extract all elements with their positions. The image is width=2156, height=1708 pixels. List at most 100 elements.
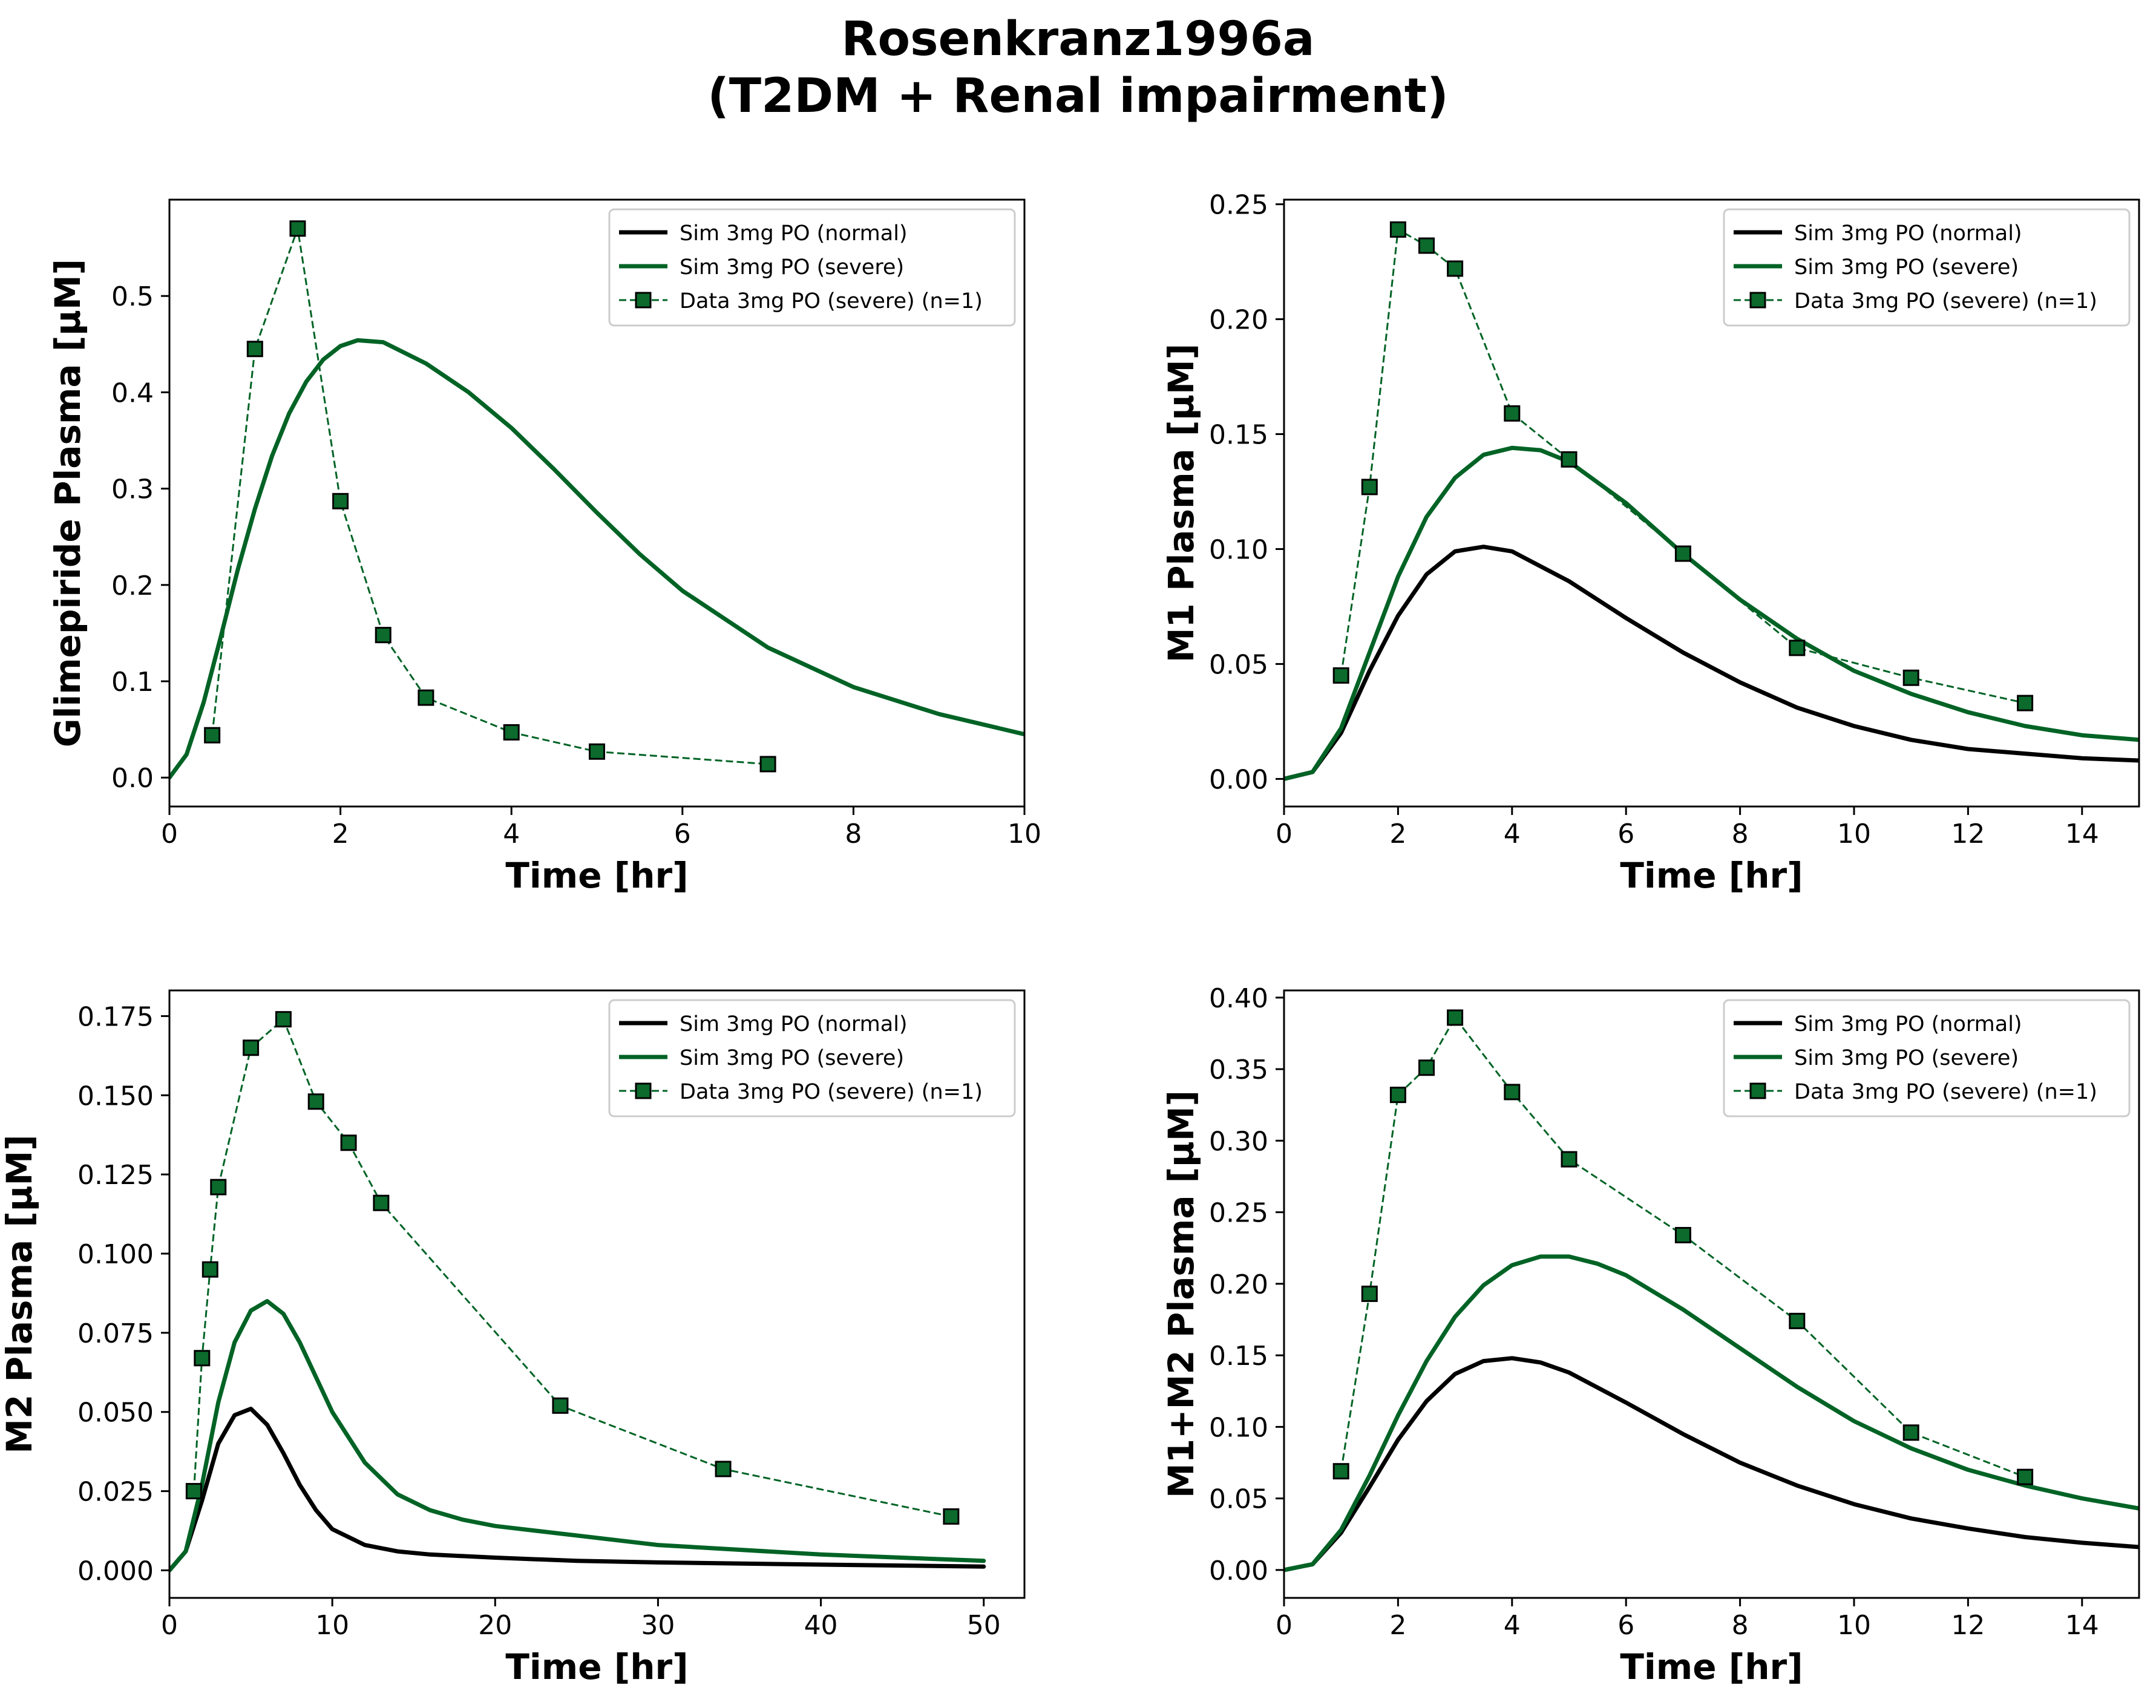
legend: Sim 3mg PO (normal) Sim 3mg PO (severe) Da… <box>1723 999 2131 1117</box>
x-tick-label: 20 <box>478 1610 512 1641</box>
y-axis-label: M1+M2 Plasma [µM] <box>1161 1090 1202 1498</box>
data-point <box>1902 669 1919 686</box>
y-tick-label: 0.075 <box>77 1318 154 1349</box>
y-tick-label: 0.050 <box>77 1398 154 1428</box>
y-tick-label: 0.10 <box>1209 534 1268 565</box>
x-axis-label: Time [hr] <box>1620 855 1803 896</box>
data-severe-line <box>192 1018 952 1517</box>
data-point <box>1789 1312 1806 1329</box>
figure-title-line2: (T2DM + Renal impairment) <box>707 69 1449 123</box>
data-point <box>210 1179 227 1196</box>
y-tick-label: 0.35 <box>1209 1055 1268 1085</box>
data-point <box>1674 1226 1691 1243</box>
x-tick-label: 40 <box>804 1610 838 1641</box>
legend-box <box>608 208 1016 327</box>
legend: Sim 3mg PO (normal) Sim 3mg PO (severe) Da… <box>1723 208 2131 327</box>
y-tick-label: 0.1 <box>111 667 154 698</box>
y-tick-label: 0.150 <box>77 1081 154 1111</box>
x-tick-label: 14 <box>2065 1610 2099 1641</box>
plot-area <box>1284 1009 2139 1572</box>
x-axis-label: Time [hr] <box>505 1646 688 1687</box>
x-tick-label: 0 <box>161 1610 178 1641</box>
y-tick-label: 0.0 <box>111 763 154 794</box>
legend: Sim 3mg PO (normal) Sim 3mg PO (severe) Da… <box>608 208 1016 327</box>
y-tick-label: 0.00 <box>1209 1556 1268 1586</box>
data-point <box>246 341 263 358</box>
y-tick-label: 0.15 <box>1209 1341 1268 1372</box>
axes-frame <box>168 989 1026 1599</box>
data-point <box>1361 479 1378 496</box>
y-tick-label: 0.00 <box>1209 764 1268 795</box>
x-tick-label: 14 <box>2065 819 2099 849</box>
legend-data-marker <box>1749 1082 1766 1099</box>
data-point <box>1332 667 1349 684</box>
subplot-glimepiride: 0 2 4 6 8 10 0.0 0.1 0.2 0.3 0.4 0.5 Time [hr] Glimep… <box>47 198 1041 896</box>
y-tick-label: 0.5 <box>111 281 154 312</box>
data-point <box>1418 237 1435 254</box>
y-tick-label: 0.125 <box>77 1160 154 1191</box>
legend-entry: Sim 3mg PO (severe) <box>680 1046 904 1070</box>
data-point <box>1389 221 1406 238</box>
legend-entry: Sim 3mg PO (severe) <box>1794 255 2019 280</box>
x-tick-label: 4 <box>503 819 520 849</box>
legend-data-marker <box>1749 292 1766 309</box>
data-point <box>1561 1151 1578 1168</box>
legend-data-marker <box>635 1082 652 1099</box>
y-tick-label: 0.05 <box>1209 649 1268 680</box>
data-point <box>185 1483 202 1500</box>
legend-entry: Data 3mg PO (severe) (n=1) <box>680 289 983 313</box>
data-point <box>2017 695 2034 712</box>
y-tick-label: 0.15 <box>1209 420 1268 451</box>
data-point <box>340 1134 357 1151</box>
y-tick-label: 0.30 <box>1209 1126 1268 1157</box>
x-tick-label: 6 <box>1617 819 1634 849</box>
data-point <box>589 743 605 760</box>
y-tick-label: 0.25 <box>1209 190 1268 221</box>
data-point <box>202 1261 218 1278</box>
sim-normal-line <box>169 1407 986 1572</box>
x-tick-label: 50 <box>967 1610 1001 1641</box>
y-tick-label: 0.100 <box>77 1239 154 1270</box>
x-tick-label: 12 <box>1951 1610 1985 1641</box>
figure-title: Rosenkranz1996a (T2DM + Renal impairment… <box>0 11 2156 125</box>
legend-entry: Sim 3mg PO (severe) <box>680 255 904 280</box>
plot-area <box>169 220 1024 780</box>
data-point <box>1447 260 1464 277</box>
data-point <box>1789 640 1806 656</box>
data-point <box>1561 451 1578 468</box>
data-point <box>943 1508 960 1525</box>
legend-entry: Data 3mg PO (severe) (n=1) <box>1794 289 2097 313</box>
y-tick-label: 0.25 <box>1209 1198 1268 1229</box>
y-tick-label: 0.40 <box>1209 983 1268 1014</box>
data-point <box>373 1194 390 1211</box>
x-tick-label: 10 <box>1008 819 1041 849</box>
x-tick-label: 2 <box>1389 819 1406 849</box>
data-point <box>1674 545 1691 562</box>
x-tick-label: 0 <box>1276 1610 1293 1641</box>
y-tick-label: 0.10 <box>1209 1412 1268 1443</box>
data-point <box>204 727 221 744</box>
legend: Sim 3mg PO (normal) Sim 3mg PO (severe) Da… <box>608 999 1016 1117</box>
sim-normal-line <box>1284 545 2139 781</box>
legend-entry: Sim 3mg PO (normal) <box>1794 1012 2022 1036</box>
y-tick-label: 0.4 <box>111 378 154 408</box>
y-tick-label: 0.05 <box>1209 1484 1268 1515</box>
x-tick-label: 0 <box>1276 819 1293 849</box>
x-tick-label: 8 <box>1732 819 1749 849</box>
data-point <box>1504 1084 1521 1101</box>
y-tick-label: 0.000 <box>77 1556 154 1586</box>
figure-title-line1: Rosenkranz1996a <box>841 12 1315 67</box>
legend-entry: Sim 3mg PO (normal) <box>680 221 908 246</box>
data-severe-line <box>1340 227 2025 704</box>
data-point <box>418 689 434 706</box>
y-tick-label: 0.20 <box>1209 1269 1268 1300</box>
sim-normal-line <box>1284 1356 2139 1572</box>
plot-area <box>1284 221 2139 781</box>
y-axis-label: Glimepiride Plasma [µM] <box>47 259 88 747</box>
legend-entry: Data 3mg PO (severe) (n=1) <box>1794 1080 2097 1104</box>
data-point <box>1332 1463 1349 1480</box>
data-point <box>759 756 776 773</box>
x-axis-label: Time [hr] <box>505 855 688 896</box>
data-point <box>715 1461 732 1477</box>
